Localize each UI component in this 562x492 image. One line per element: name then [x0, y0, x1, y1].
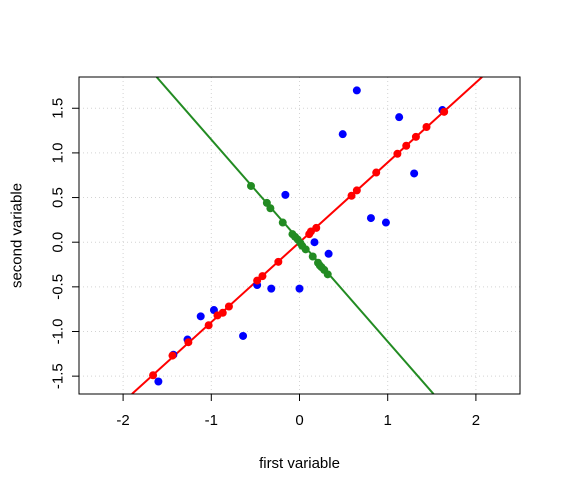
data-point [352, 86, 361, 95]
data-point [440, 107, 449, 116]
data-point [323, 270, 332, 279]
x-tick-label: 1 [384, 412, 392, 429]
data-point [253, 276, 262, 285]
data-point [267, 284, 276, 293]
y-tick-label: -1.0 [50, 319, 67, 345]
data-point [301, 245, 310, 254]
data-point [366, 214, 375, 223]
data-point [149, 371, 158, 380]
data-point [278, 218, 287, 227]
y-tick-label: 1.0 [50, 142, 67, 163]
data-point [239, 331, 248, 340]
data-point [310, 238, 319, 247]
data-point [218, 308, 227, 317]
data-point [372, 168, 381, 177]
data-point [347, 191, 356, 200]
data-point [324, 249, 333, 258]
x-axis: -2 -1 0 1 2 [116, 394, 480, 429]
data-point [258, 272, 267, 281]
data-point [266, 204, 275, 213]
y-axis: -1.5 -1.0 -0.5 0.0 0.5 1.0 1.5 [50, 98, 79, 389]
y-tick-label: 1.5 [50, 98, 67, 119]
data-point [184, 338, 193, 347]
data-point [224, 302, 233, 311]
data-point [281, 190, 290, 199]
x-axis-title: first variable [259, 455, 340, 472]
data-point [402, 141, 411, 150]
data-point [204, 321, 213, 330]
data-point [154, 377, 163, 386]
data-points [149, 86, 449, 386]
data-point [246, 181, 255, 190]
data-point [338, 130, 347, 139]
x-tick-label: -1 [205, 412, 218, 429]
x-tick-label: -2 [116, 412, 129, 429]
data-point [381, 218, 390, 227]
plot-frame [78, 76, 521, 395]
data-point [395, 113, 404, 122]
data-point [196, 312, 205, 321]
y-axis-title: second variable [9, 183, 26, 288]
x-tick-label: 0 [295, 412, 303, 429]
y-tick-label: -0.5 [50, 274, 67, 300]
y-tick-label: -1.5 [50, 363, 67, 389]
data-point [411, 132, 420, 141]
data-point [274, 257, 283, 266]
data-point [295, 284, 304, 293]
y-tick-label: 0.0 [50, 232, 67, 253]
data-point [422, 123, 431, 132]
data-point [308, 252, 317, 261]
y-tick-label: 0.5 [50, 187, 67, 208]
x-tick-label: 2 [472, 412, 480, 429]
data-point [312, 223, 321, 232]
data-point [410, 169, 419, 178]
grid-lines [79, 77, 520, 394]
data-point [168, 351, 177, 360]
data-point [352, 186, 361, 195]
data-point [393, 149, 402, 158]
